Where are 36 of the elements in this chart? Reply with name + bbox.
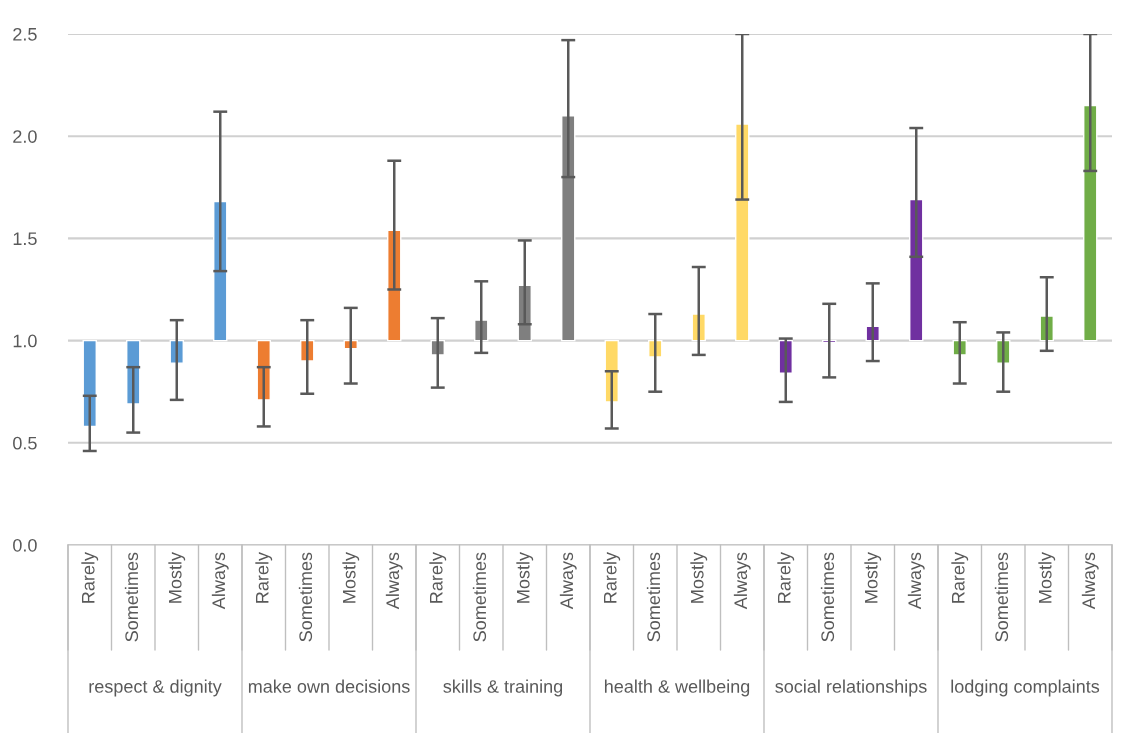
x-tick-label: Sometimes xyxy=(124,552,139,642)
text: make own decisions xyxy=(248,679,410,693)
x-tick-label: Sometimes xyxy=(994,552,1009,642)
x-tick-label: Rarely xyxy=(429,552,447,603)
y-tick-label: 0.5 xyxy=(13,436,37,450)
x-tick-label: Mostly xyxy=(1038,552,1056,603)
x-tick-label: Always xyxy=(733,552,751,610)
y-tick-label: 1.0 xyxy=(13,334,37,348)
text: skills & training xyxy=(443,679,563,697)
x-tick-label: Sometimes xyxy=(820,552,835,642)
x-tick-label: Mostly xyxy=(864,552,882,603)
x-tick-label: Sometimes xyxy=(646,552,661,642)
x-tick-label: Always xyxy=(907,552,925,610)
y-tick-label: 2.5 xyxy=(13,27,37,41)
x-tick-label: Always xyxy=(385,552,403,610)
x-tick-label: Sometimes xyxy=(472,552,487,642)
x-tick-label: Rarely xyxy=(255,552,273,603)
x-tick-label: Mostly xyxy=(690,552,708,603)
y-tick-label: 0.0 xyxy=(13,538,37,552)
text: respect & dignity xyxy=(89,679,222,697)
x-tick-label: Rarely xyxy=(951,552,969,603)
x-tick-label: Sometimes xyxy=(298,552,313,642)
y-tick-label: 1.5 xyxy=(13,232,37,246)
text: lodging complaints xyxy=(951,679,1100,697)
text: social relationships xyxy=(775,679,927,697)
x-tick-label: Rarely xyxy=(81,552,99,603)
x-tick-label: Always xyxy=(1081,552,1099,610)
text: health & wellbeing xyxy=(604,679,750,697)
x-tick-label: Rarely xyxy=(603,552,621,603)
x-tick-label: Rarely xyxy=(777,552,795,603)
x-tick-label: Mostly xyxy=(168,552,186,603)
x-tick-label: Mostly xyxy=(516,552,534,603)
x-tick-label: Mostly xyxy=(342,552,360,603)
y-tick-label: 2.0 xyxy=(13,130,37,143)
x-tick-label: Always xyxy=(211,552,229,610)
x-tick-label: Always xyxy=(559,552,577,610)
